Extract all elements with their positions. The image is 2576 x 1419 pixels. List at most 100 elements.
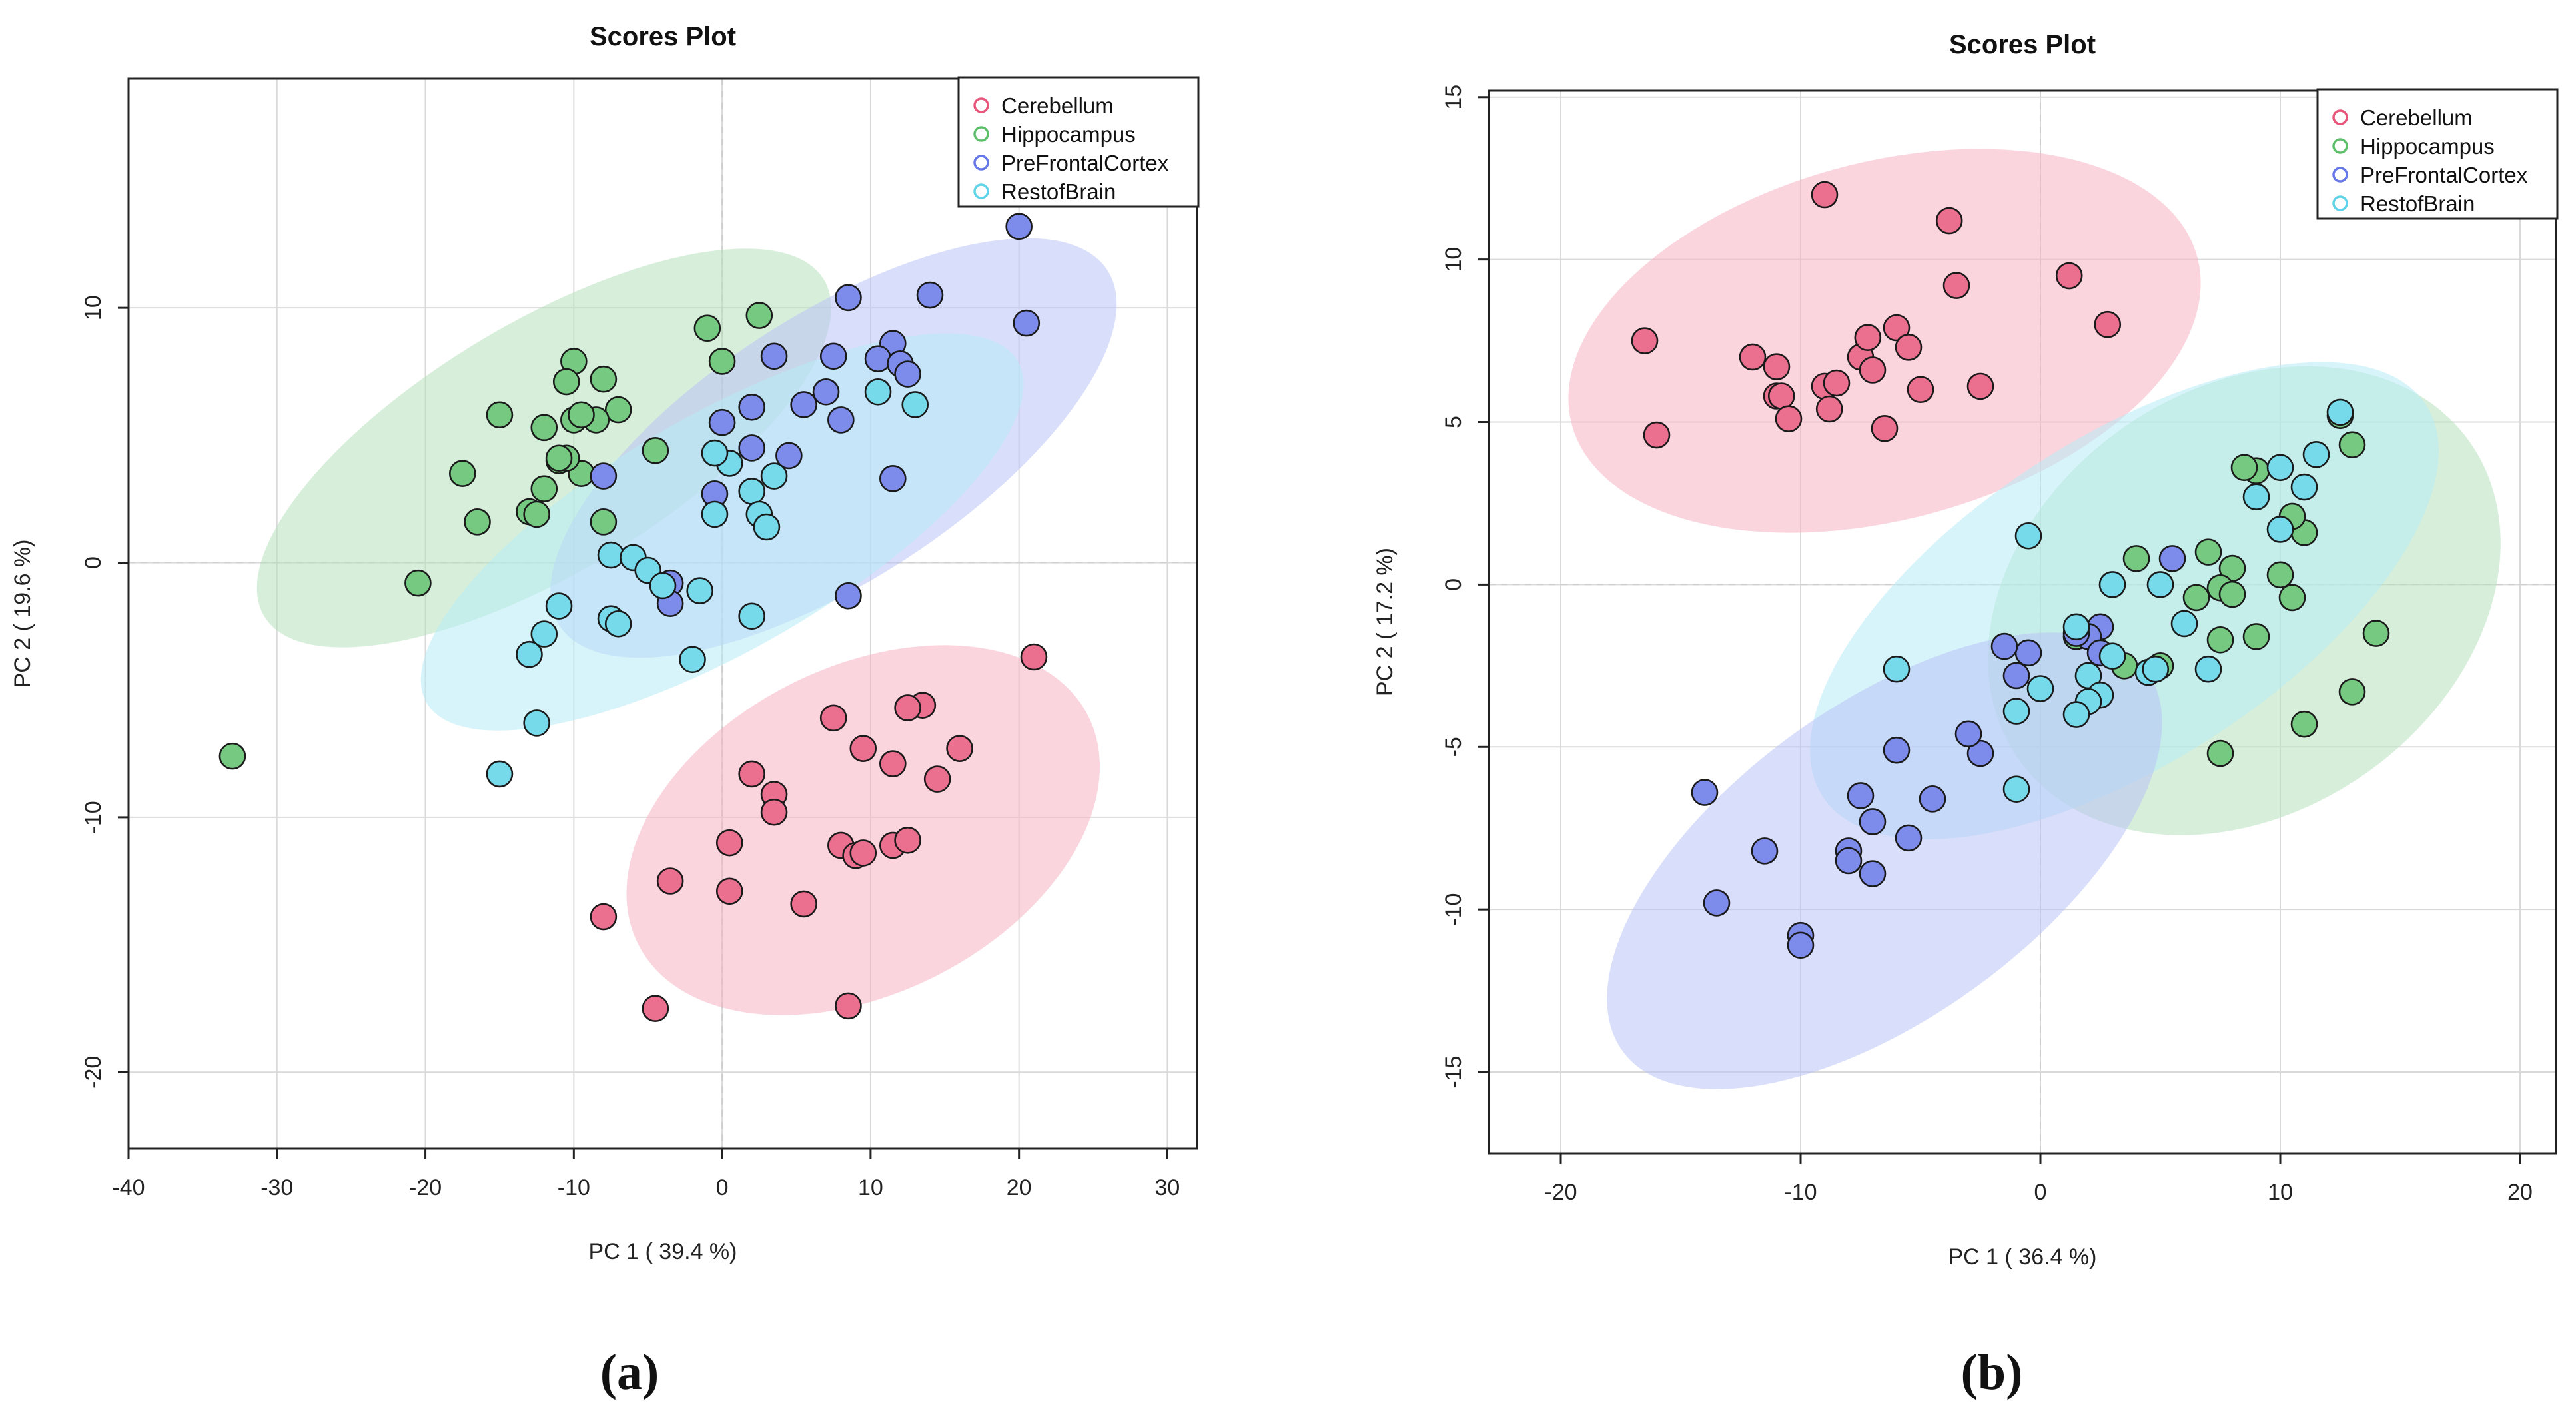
legend-box bbox=[957, 76, 1200, 208]
data-point bbox=[530, 475, 558, 502]
data-point bbox=[2098, 642, 2126, 670]
data-point bbox=[679, 646, 706, 674]
data-point bbox=[1859, 808, 1887, 835]
data-point bbox=[649, 572, 677, 600]
x-axis-label: PC 1 ( 39.4 %) bbox=[589, 1239, 737, 1264]
data-point bbox=[2302, 440, 2330, 468]
data-point bbox=[1767, 382, 1795, 410]
legend: Cerebellum Hippocampus PreFrontalCortex Res… bbox=[2316, 88, 2559, 220]
data-point bbox=[218, 742, 246, 770]
data-point bbox=[2194, 655, 2222, 683]
x-tick-label: -10 bbox=[1784, 1180, 1817, 1205]
chart-title: Scores Plot bbox=[1949, 30, 2096, 59]
data-point bbox=[708, 348, 736, 375]
y-axis: -15 -10 -5 0 5 10 15 bbox=[1441, 85, 1489, 1089]
data-point bbox=[2002, 662, 2030, 690]
data-point bbox=[516, 640, 543, 668]
data-point bbox=[1811, 181, 1839, 209]
data-point bbox=[2014, 522, 2042, 550]
data-point bbox=[879, 465, 907, 492]
data-point bbox=[1823, 369, 1851, 397]
series-prefrontalcortex bbox=[590, 213, 1041, 618]
data-point bbox=[642, 995, 669, 1022]
data-point bbox=[738, 602, 765, 630]
data-point bbox=[2170, 610, 2198, 638]
data-point bbox=[2206, 626, 2234, 654]
legend-label-restofbrain: RestofBrain bbox=[2360, 191, 2475, 216]
data-point bbox=[1703, 889, 1731, 917]
panel-b: -20 -10 0 10 20 -15 -10 -5 0 5 10 15 Scores Plot PC 1… bbox=[1372, 30, 2559, 1270]
data-point bbox=[894, 360, 921, 388]
data-point bbox=[835, 992, 862, 1020]
x-tick-label: 10 bbox=[2268, 1180, 2293, 1205]
data-point bbox=[1883, 314, 1911, 342]
data-point bbox=[916, 281, 944, 309]
data-point bbox=[523, 500, 550, 528]
data-point bbox=[2014, 639, 2042, 667]
legend-label-hippocampus: Hippocampus bbox=[1001, 122, 1136, 147]
ellipses bbox=[1568, 149, 2501, 1089]
x-tick-label: 10 bbox=[858, 1175, 883, 1200]
data-point bbox=[790, 890, 817, 918]
data-point bbox=[946, 735, 973, 762]
data-point bbox=[464, 508, 491, 536]
legend-label-hippocampus: Hippocampus bbox=[2360, 134, 2495, 159]
x-tick-label: 0 bbox=[716, 1175, 729, 1200]
data-point bbox=[835, 284, 862, 312]
data-point bbox=[523, 710, 550, 737]
legend-label-cerebellum: Cerebellum bbox=[1001, 93, 1114, 118]
data-point bbox=[590, 365, 618, 393]
data-point bbox=[894, 694, 921, 721]
x-tick-label: -30 bbox=[260, 1175, 293, 1200]
data-point bbox=[701, 439, 729, 467]
y-tick-label: 10 bbox=[1441, 247, 1466, 272]
data-point bbox=[2142, 655, 2170, 683]
y-axis-label: PC 2 ( 17.2 %) bbox=[1372, 548, 1398, 696]
data-point bbox=[1739, 343, 1767, 371]
data-point bbox=[738, 434, 765, 462]
data-point bbox=[1935, 207, 1963, 235]
data-point bbox=[2026, 675, 2054, 702]
data-point bbox=[2266, 454, 2294, 482]
data-point bbox=[864, 345, 892, 372]
data-point bbox=[686, 577, 713, 604]
data-point bbox=[819, 704, 847, 732]
ellipse-cerebellum bbox=[1568, 149, 2201, 533]
legend-marker-prefrontalcortex bbox=[973, 155, 989, 171]
data-point bbox=[545, 592, 573, 620]
y-tick-label: 10 bbox=[81, 295, 106, 320]
data-point bbox=[656, 867, 684, 895]
legend-label-restofbrain: RestofBrain bbox=[1001, 179, 1116, 204]
data-point bbox=[530, 620, 558, 648]
data-point bbox=[1013, 309, 1041, 337]
data-point bbox=[604, 610, 632, 638]
data-point bbox=[1854, 324, 1882, 352]
x-axis: -40 -30 -20 -10 0 10 20 30 bbox=[112, 1149, 1180, 1200]
legend-marker-hippocampus bbox=[973, 126, 989, 142]
x-tick-label: 30 bbox=[1155, 1175, 1180, 1200]
data-point bbox=[1883, 736, 1911, 764]
data-point bbox=[1631, 327, 1659, 354]
legend-marker-prefrontalcortex bbox=[2332, 167, 2348, 183]
data-point bbox=[2338, 678, 2366, 706]
data-point bbox=[745, 302, 773, 329]
legend-label-cerebellum: Cerebellum bbox=[2360, 105, 2473, 130]
data-point bbox=[760, 342, 788, 370]
data-point bbox=[1775, 405, 1803, 432]
y-axis-label: PC 2 ( 19.6 %) bbox=[10, 540, 35, 688]
series-restofbrain bbox=[486, 378, 929, 788]
data-point bbox=[1020, 643, 1048, 671]
data-point bbox=[2062, 701, 2090, 728]
series-restofbrain bbox=[1883, 398, 2354, 803]
y-tick-label: 0 bbox=[1441, 578, 1466, 591]
data-point bbox=[753, 513, 781, 541]
data-point bbox=[715, 829, 743, 857]
data-point bbox=[894, 827, 921, 854]
data-point bbox=[738, 760, 765, 788]
data-point bbox=[849, 735, 877, 762]
x-tick-label: 20 bbox=[1007, 1175, 1032, 1200]
data-point bbox=[2242, 483, 2270, 511]
data-point bbox=[775, 442, 803, 470]
data-point bbox=[1859, 356, 1887, 384]
data-point bbox=[812, 378, 840, 406]
